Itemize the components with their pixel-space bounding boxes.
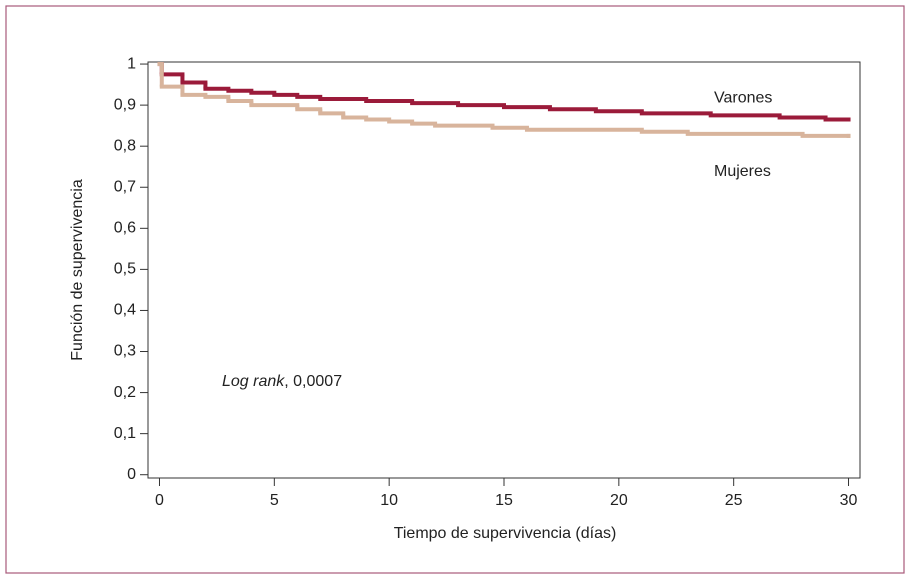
y-tick-label: 0,8 <box>114 137 136 154</box>
x-tick-label: 25 <box>725 492 743 509</box>
y-tick-label: 0,2 <box>114 384 136 401</box>
y-tick-label: 0,7 <box>114 178 136 195</box>
x-tick-label: 10 <box>380 492 398 509</box>
annotation: Log rank, 0,0007 <box>222 373 342 390</box>
series-label: Varones <box>714 90 772 107</box>
x-tick-label: 15 <box>495 492 513 509</box>
x-tick-label: 0 <box>155 492 164 509</box>
series-label: Mujeres <box>714 163 771 180</box>
y-tick-label: 0,4 <box>114 302 136 319</box>
y-tick-label: 1 <box>127 55 136 72</box>
x-tick-label: 5 <box>270 492 279 509</box>
x-tick-label: 30 <box>840 492 858 509</box>
frame <box>5 5 905 574</box>
y-tick-label: 0,1 <box>114 425 136 442</box>
x-axis-label: Tiempo de supervivencia (días) <box>394 525 617 542</box>
annotation-text: , 0,0007 <box>284 373 342 390</box>
y-tick-label: 0,6 <box>114 220 136 237</box>
plot-area <box>147 61 861 479</box>
x-tick-label: 20 <box>610 492 628 509</box>
y-tick-label: 0 <box>127 466 136 483</box>
annotation-italic: Log rank <box>222 373 285 390</box>
y-axis-label: Función de supervivencia <box>69 179 86 361</box>
y-tick-label: 0,9 <box>114 96 136 113</box>
y-tick-label: 0,3 <box>114 343 136 360</box>
y-tick-label: 0,5 <box>114 261 136 278</box>
